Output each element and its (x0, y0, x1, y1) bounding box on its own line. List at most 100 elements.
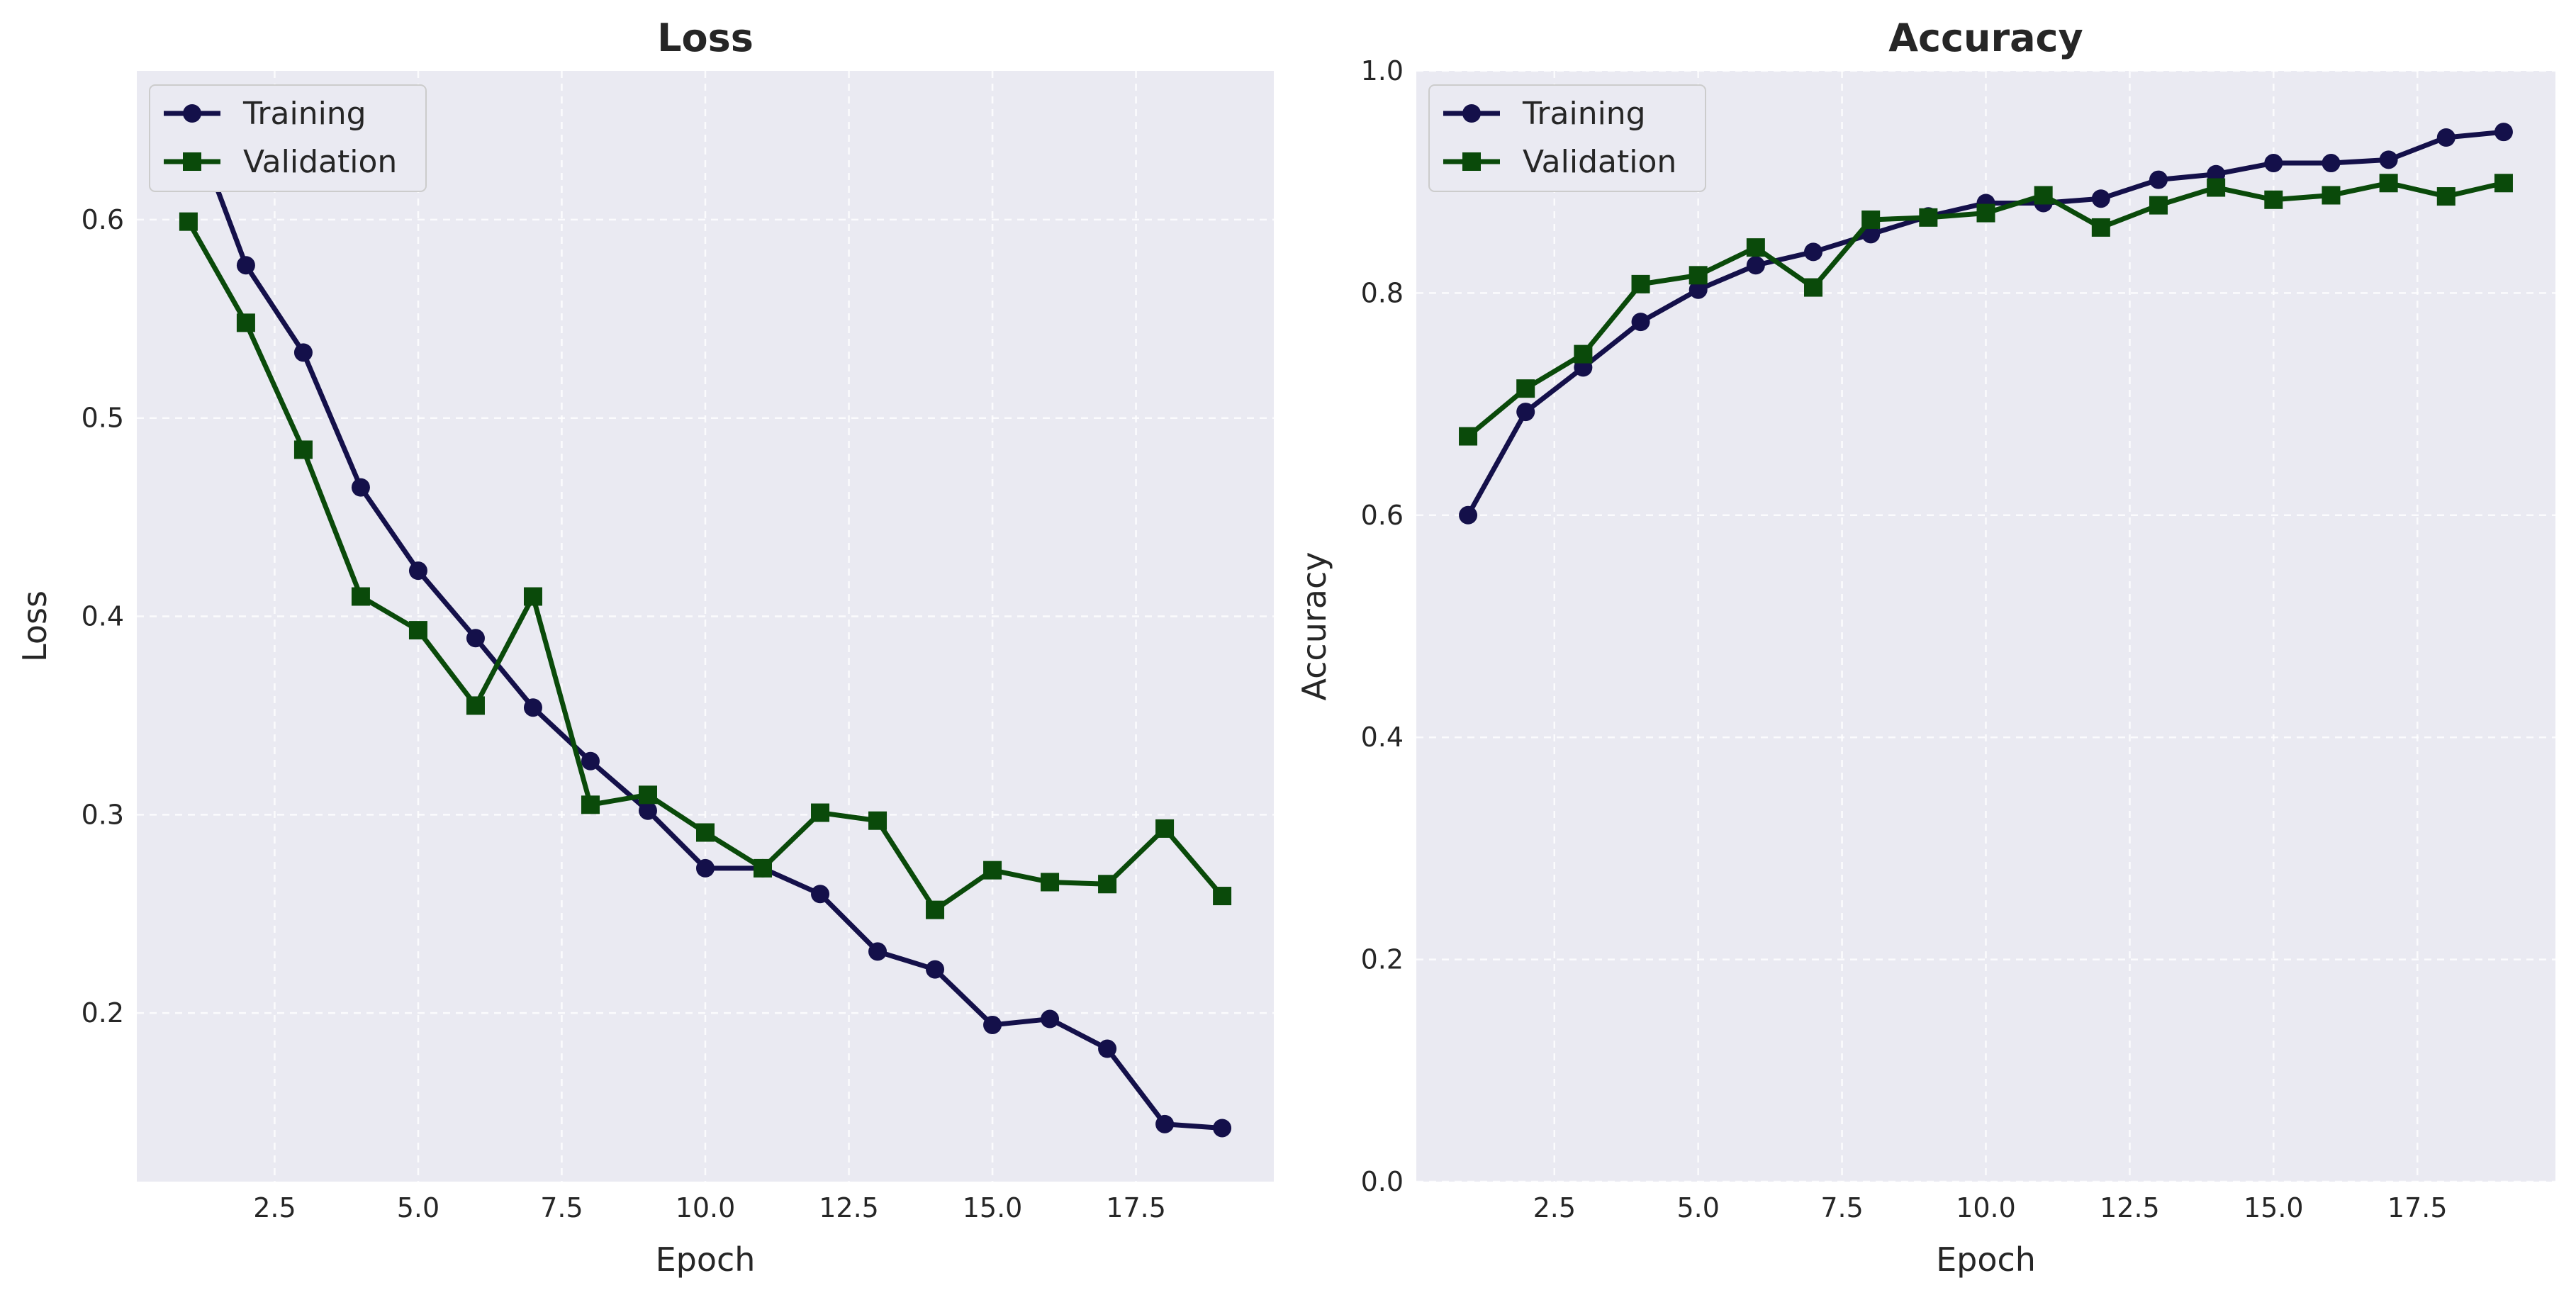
data-point (1459, 505, 1478, 525)
x-tick-label: 2.5 (253, 1192, 296, 1223)
x-tick-label: 5.0 (397, 1192, 439, 1223)
data-point (2207, 178, 2226, 197)
data-point (868, 811, 887, 830)
legend-marker (183, 152, 201, 171)
data-point (2264, 190, 2283, 209)
data-point (2091, 189, 2110, 208)
y-tick-label: 0.5 (82, 403, 124, 434)
x-tick-label: 10.0 (1956, 1192, 2016, 1223)
data-point (236, 313, 255, 332)
y-tick-label: 0.6 (82, 204, 124, 235)
legend-marker (183, 104, 201, 123)
x-tick-label: 15.0 (963, 1192, 1023, 1223)
data-point (1574, 344, 1593, 364)
y-tick-label: 0.4 (82, 601, 124, 632)
x-tick-label: 15.0 (2244, 1192, 2304, 1223)
y-tick-label: 0.2 (82, 997, 124, 1029)
data-point (696, 823, 715, 842)
data-point (2494, 174, 2513, 193)
data-point (696, 858, 715, 878)
data-point (1631, 313, 1650, 332)
data-point (2322, 154, 2341, 173)
data-point (983, 1015, 1002, 1034)
legend: Training Validation (1428, 84, 1706, 192)
data-point (638, 785, 657, 805)
data-point (926, 900, 945, 919)
data-point (811, 803, 830, 822)
legend: Training Validation (149, 84, 427, 192)
data-point (1098, 1039, 1117, 1058)
data-point (581, 751, 600, 771)
x-tick-label: 17.5 (2387, 1192, 2448, 1223)
data-point (2091, 218, 2110, 237)
data-point (1041, 1009, 1060, 1029)
legend-label: Training (242, 96, 366, 132)
data-point (293, 343, 313, 362)
data-point (466, 696, 485, 715)
y-tick-label: 0.8 (1361, 277, 1404, 308)
data-point (1631, 274, 1650, 293)
data-point (351, 478, 370, 497)
x-tick-label: 10.0 (676, 1192, 736, 1223)
y-axis-label: Accuracy (1295, 551, 1333, 700)
data-point (581, 795, 600, 814)
y-tick-label: 0.4 (1361, 722, 1404, 753)
data-point (868, 942, 887, 961)
data-point (2034, 186, 2053, 205)
x-tick-label: 2.5 (1533, 1192, 1576, 1223)
x-tick-label: 12.5 (819, 1192, 879, 1223)
data-point (1861, 225, 1881, 244)
data-point (1746, 256, 1765, 275)
data-point (1861, 210, 1881, 229)
y-tick-label: 0.6 (1361, 500, 1404, 531)
data-point (2379, 150, 2398, 169)
x-tick-label: 5.0 (1676, 1192, 1719, 1223)
data-point (1976, 203, 1995, 223)
data-point (754, 858, 773, 878)
data-point (408, 561, 427, 581)
data-point (2379, 174, 2398, 193)
data-point (2436, 128, 2455, 147)
data-point (926, 960, 945, 979)
data-point (236, 256, 255, 275)
x-tick-label: 12.5 (2100, 1192, 2160, 1223)
data-point (2322, 186, 2341, 205)
legend-label: Validation (243, 144, 397, 180)
data-point (1689, 266, 1708, 285)
data-point (2494, 123, 2513, 142)
data-point (523, 587, 542, 606)
data-point (1213, 887, 1232, 906)
data-point (351, 587, 370, 606)
x-tick-label: 7.5 (540, 1192, 583, 1223)
data-point (1516, 379, 1535, 398)
data-point (523, 698, 542, 717)
data-point (1155, 819, 1175, 838)
y-axis-label: Loss (16, 590, 54, 662)
data-point (1098, 875, 1117, 894)
y-tick-label: 1.0 (1361, 55, 1404, 86)
legend-label: Training (1522, 96, 1646, 132)
data-point (1041, 873, 1060, 892)
data-point (179, 212, 198, 231)
legend-label: Validation (1523, 144, 1676, 180)
data-point (1919, 208, 1938, 227)
data-point (2436, 187, 2455, 206)
data-point (293, 440, 313, 459)
chart-title: Loss (657, 16, 754, 60)
accuracy-chart-panel: 2.5 5.0 7.5 10.0 12.5 15.0 17.5 0.0 0.2 0.4 0.6 0.8… (1295, 16, 2555, 1279)
data-point (408, 621, 427, 640)
data-point (1804, 242, 1823, 262)
y-tick-label: 0.0 (1361, 1166, 1404, 1197)
data-point (1459, 427, 1478, 446)
data-point (466, 629, 485, 648)
data-point (1155, 1114, 1175, 1133)
x-axis-label: Epoch (1936, 1240, 2036, 1279)
data-point (1689, 280, 1708, 299)
x-axis-label: Epoch (656, 1240, 756, 1279)
x-tick-label: 7.5 (1820, 1192, 1863, 1223)
data-point (1516, 403, 1535, 422)
legend-marker (1462, 104, 1481, 123)
data-point (1804, 278, 1823, 297)
x-tick-label: 17.5 (1106, 1192, 1166, 1223)
